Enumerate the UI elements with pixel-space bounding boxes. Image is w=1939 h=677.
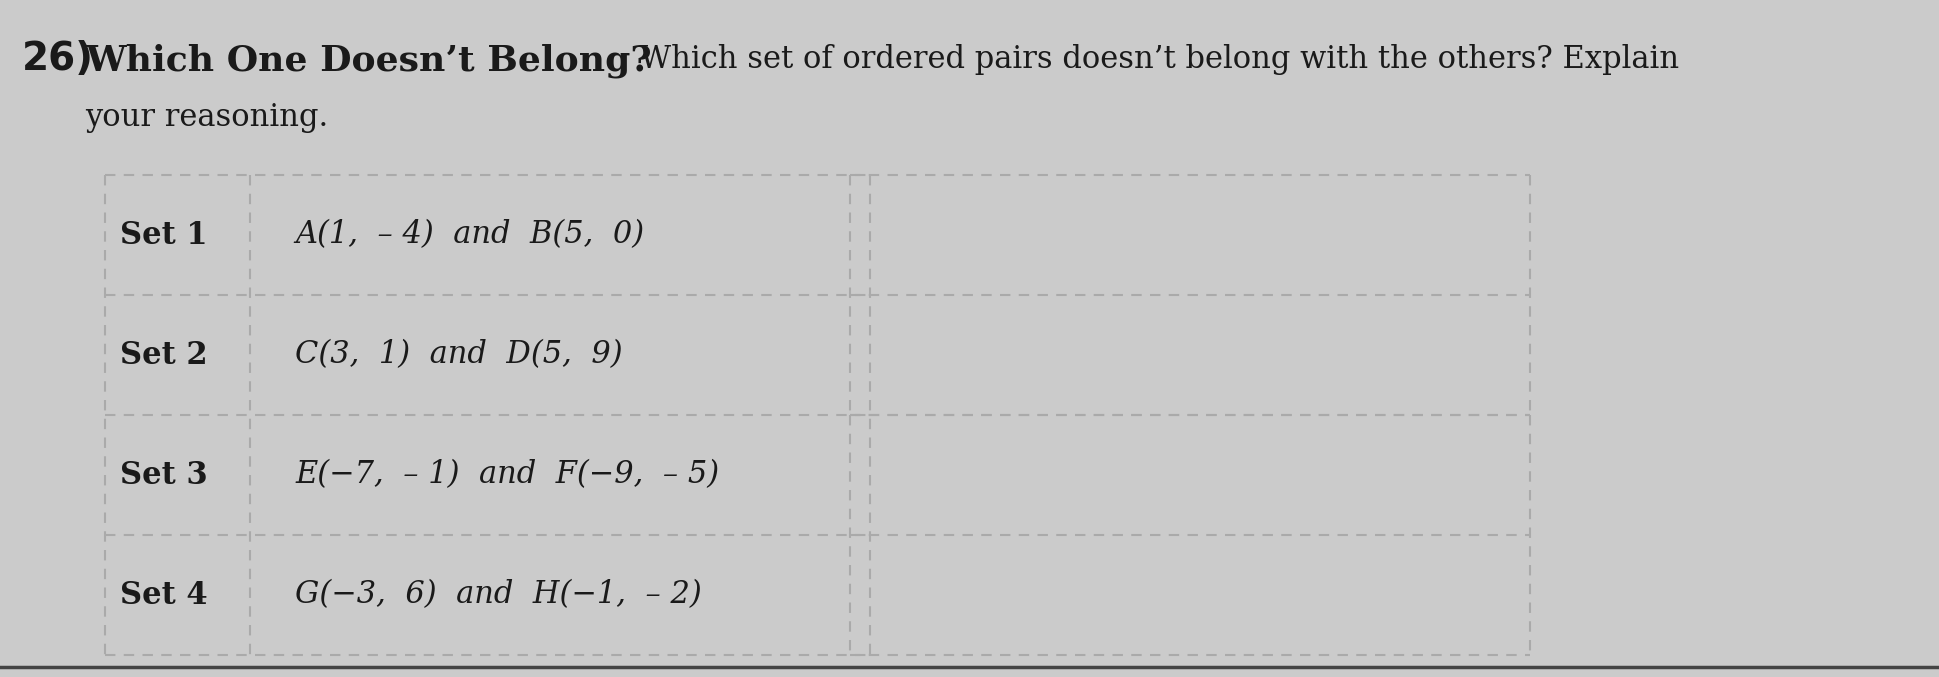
Text: A(1,  – 4)  and  B(5,  0): A(1, – 4) and B(5, 0): [295, 219, 644, 250]
Text: Set 3: Set 3: [120, 460, 207, 491]
Text: Set 2: Set 2: [120, 339, 207, 370]
Text: Which One Doesn’t Belong?: Which One Doesn’t Belong?: [85, 44, 652, 79]
Text: Set 1: Set 1: [120, 219, 207, 250]
Text: G(−3,  6)  and  H(−1,  – 2): G(−3, 6) and H(−1, – 2): [295, 580, 702, 611]
Text: your reasoning.: your reasoning.: [85, 102, 328, 133]
Text: E(−7,  – 1)  and  F(−9,  – 5): E(−7, – 1) and F(−9, – 5): [295, 460, 719, 491]
Text: 26): 26): [21, 40, 93, 78]
Text: Set 4: Set 4: [120, 580, 207, 611]
Text: C(3,  1)  and  D(5,  9): C(3, 1) and D(5, 9): [295, 339, 622, 370]
Text: Which set of ordered pairs doesn’t belong with the others? Explain: Which set of ordered pairs doesn’t belon…: [630, 44, 1679, 75]
